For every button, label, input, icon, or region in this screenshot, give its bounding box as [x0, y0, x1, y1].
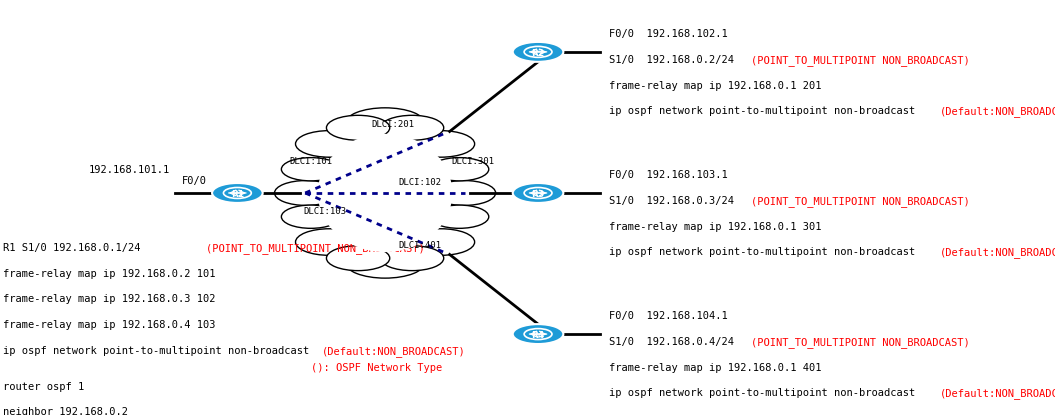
Circle shape — [513, 183, 563, 203]
Circle shape — [433, 181, 496, 205]
Text: S1/0  192.168.0.4/24: S1/0 192.168.0.4/24 — [609, 337, 746, 347]
Circle shape — [513, 324, 563, 344]
Text: router ospf 1: router ospf 1 — [3, 382, 84, 392]
Text: (Default:NON_BROADCAST): (Default:NON_BROADCAST) — [940, 106, 1055, 117]
Circle shape — [381, 115, 444, 140]
Ellipse shape — [318, 134, 453, 252]
Text: (Default:NON_BROADCAST): (Default:NON_BROADCAST) — [940, 247, 1055, 258]
Circle shape — [282, 158, 341, 181]
Text: 192.168.101.1: 192.168.101.1 — [89, 165, 170, 175]
Text: R1 S1/0 192.168.0.1/24: R1 S1/0 192.168.0.1/24 — [3, 243, 147, 253]
Circle shape — [407, 229, 475, 255]
Text: (Default:NON_BROADCAST): (Default:NON_BROADCAST) — [322, 346, 465, 356]
Text: frame-relay map ip 192.168.0.1 401: frame-relay map ip 192.168.0.1 401 — [609, 363, 821, 373]
Circle shape — [295, 131, 363, 157]
Text: frame-relay map ip 192.168.0.1 301: frame-relay map ip 192.168.0.1 301 — [609, 222, 821, 232]
Text: ip ospf network point-to-multipoint non-broadcast: ip ospf network point-to-multipoint non-… — [609, 106, 927, 116]
Text: F0/0  192.168.102.1: F0/0 192.168.102.1 — [609, 29, 728, 39]
Circle shape — [429, 158, 488, 181]
Text: ip ospf network point-to-multipoint non-broadcast: ip ospf network point-to-multipoint non-… — [609, 388, 927, 398]
Circle shape — [381, 246, 444, 271]
Text: R3: R3 — [532, 190, 544, 199]
Circle shape — [407, 131, 475, 157]
Text: R4: R4 — [532, 331, 544, 340]
Circle shape — [212, 183, 263, 203]
Text: DLCI:102: DLCI:102 — [399, 178, 441, 187]
Circle shape — [429, 205, 488, 228]
Text: S1/0  192.168.0.2/24: S1/0 192.168.0.2/24 — [609, 55, 746, 65]
Text: (POINT_TO_MULTIPOINT NON_BROADCAST): (POINT_TO_MULTIPOINT NON_BROADCAST) — [206, 243, 424, 254]
Text: frame-relay map ip 192.168.0.3 102: frame-relay map ip 192.168.0.3 102 — [3, 294, 215, 304]
Text: R1: R1 — [231, 190, 244, 199]
Text: frame-relay map ip 192.168.0.1 201: frame-relay map ip 192.168.0.1 201 — [609, 81, 821, 90]
Text: (POINT_TO_MULTIPOINT NON_BROADCAST): (POINT_TO_MULTIPOINT NON_BROADCAST) — [751, 196, 971, 207]
Circle shape — [513, 42, 563, 62]
Circle shape — [274, 181, 338, 205]
Circle shape — [345, 247, 425, 278]
Circle shape — [326, 246, 389, 271]
Text: frame-relay map ip 192.168.0.4 103: frame-relay map ip 192.168.0.4 103 — [3, 320, 215, 330]
Text: F0/0  192.168.104.1: F0/0 192.168.104.1 — [609, 311, 728, 321]
Text: DLCI:401: DLCI:401 — [399, 241, 441, 250]
Text: DLCI:103: DLCI:103 — [304, 207, 346, 216]
Circle shape — [326, 115, 389, 140]
Text: S1/0  192.168.0.3/24: S1/0 192.168.0.3/24 — [609, 196, 746, 206]
Text: DLCI:301: DLCI:301 — [452, 156, 494, 166]
Text: (POINT_TO_MULTIPOINT NON_BROADCAST): (POINT_TO_MULTIPOINT NON_BROADCAST) — [751, 55, 971, 66]
Text: (POINT_TO_MULTIPOINT NON_BROADCAST): (POINT_TO_MULTIPOINT NON_BROADCAST) — [751, 337, 971, 348]
Text: R2: R2 — [532, 49, 544, 58]
Text: DLCI:201: DLCI:201 — [371, 120, 414, 129]
Text: (Default:NON_BROADCAST): (Default:NON_BROADCAST) — [940, 388, 1055, 399]
Circle shape — [295, 229, 363, 255]
Circle shape — [282, 205, 341, 228]
Text: F0/0: F0/0 — [181, 176, 207, 186]
Text: neighbor 192.168.0.2: neighbor 192.168.0.2 — [3, 408, 128, 415]
Circle shape — [345, 108, 425, 139]
Text: F0/0  192.168.103.1: F0/0 192.168.103.1 — [609, 170, 728, 180]
Text: ip ospf network point-to-multipoint non-broadcast: ip ospf network point-to-multipoint non-… — [609, 247, 927, 257]
Text: frame-relay map ip 192.168.0.2 101: frame-relay map ip 192.168.0.2 101 — [3, 269, 215, 278]
Ellipse shape — [295, 114, 475, 272]
Text: ip ospf network point-to-multipoint non-broadcast: ip ospf network point-to-multipoint non-… — [3, 346, 315, 356]
Text: DLCI:101: DLCI:101 — [290, 156, 332, 166]
Text: (): OSPF Network Type: (): OSPF Network Type — [311, 363, 442, 373]
